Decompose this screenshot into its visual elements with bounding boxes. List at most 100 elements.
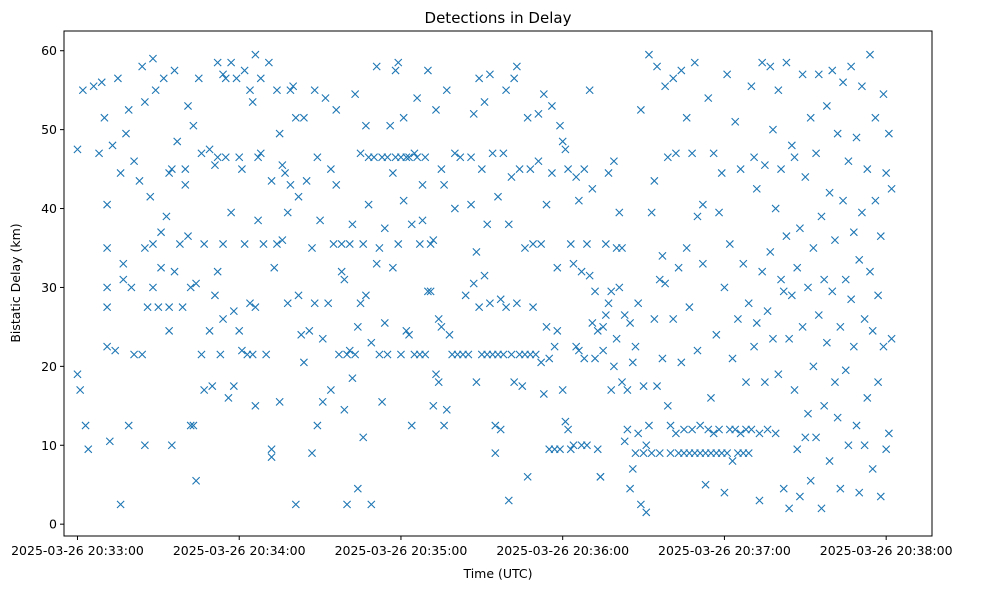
data-point [410,149,419,158]
data-point [100,113,109,122]
data-point [380,224,389,233]
data-point [615,208,624,217]
data-point [157,263,166,272]
x-tick-label: 2025-03-26 20:34:00 [173,543,306,558]
data-point [340,275,349,284]
data-point [232,74,241,83]
data-point [299,358,308,367]
data-point [146,192,155,201]
data-point [124,421,133,430]
data-point [423,287,432,296]
data-point [731,425,740,434]
data-point [184,232,192,241]
data-point [830,236,839,245]
data-point [717,169,726,178]
data-point [566,445,575,454]
data-point [771,429,780,438]
data-point [367,338,376,347]
data-point [95,149,104,158]
data-point [103,244,112,252]
data-point [485,70,494,79]
data-point [531,350,540,359]
data-point [318,334,327,343]
data-point [849,342,858,351]
data-point [103,342,112,351]
data-point [820,275,829,284]
data-point [378,397,387,406]
data-point [143,303,152,312]
data-point [731,117,740,126]
data-point [715,425,724,434]
data-point [879,342,888,351]
data-point [442,405,451,414]
data-point [599,346,608,355]
data-point [197,149,206,158]
data-point [696,421,705,430]
data-point [712,330,721,339]
data-point [785,504,794,513]
data-point [704,94,713,103]
data-point [375,350,384,359]
data-point [804,409,812,418]
data-point [135,176,144,185]
data-point [523,472,532,481]
data-point [237,346,246,355]
data-point [340,405,349,414]
data-point [599,322,608,331]
data-point [332,105,341,114]
data-point [558,137,567,146]
data-point [356,149,365,158]
data-point [283,299,292,308]
data-point [289,82,298,91]
data-point [658,354,667,363]
data-point [747,425,756,434]
data-point [103,283,112,292]
data-point [496,425,505,434]
data-point [105,437,114,446]
data-point [556,121,564,130]
data-point [413,153,422,162]
data-point [291,113,300,122]
data-point [760,378,769,387]
data-point [839,78,848,87]
data-point [399,113,408,122]
data-point [647,449,656,458]
data-point [526,165,535,174]
y-tick-label: 10 [41,438,57,453]
data-point [113,74,122,83]
data-point [634,429,643,438]
data-point [418,180,427,189]
data-point [644,421,653,430]
data-point [866,50,874,59]
data-point [275,397,284,406]
data-point [860,315,869,323]
data-point [348,220,357,229]
data-point [626,318,635,327]
data-point [620,311,629,320]
data-point [593,326,602,335]
data-point [491,449,500,458]
data-point [680,425,688,434]
data-point [545,354,554,363]
data-point [833,129,842,138]
data-point [154,303,163,312]
data-point [636,105,645,114]
x-tick-label: 2025-03-26 20:38:00 [820,543,953,558]
data-point [423,66,432,75]
data-point [857,82,866,91]
data-point [89,82,98,91]
data-point [626,484,635,493]
data-point [240,240,249,249]
data-point [157,228,166,237]
data-point [607,386,616,395]
data-point [235,153,244,162]
data-point [437,322,446,331]
data-point [402,326,411,335]
data-point [887,184,896,193]
data-point [254,216,263,225]
data-point [224,393,233,402]
data-point [782,58,791,67]
data-point [124,105,133,114]
data-point [440,421,449,430]
data-point [766,247,775,256]
